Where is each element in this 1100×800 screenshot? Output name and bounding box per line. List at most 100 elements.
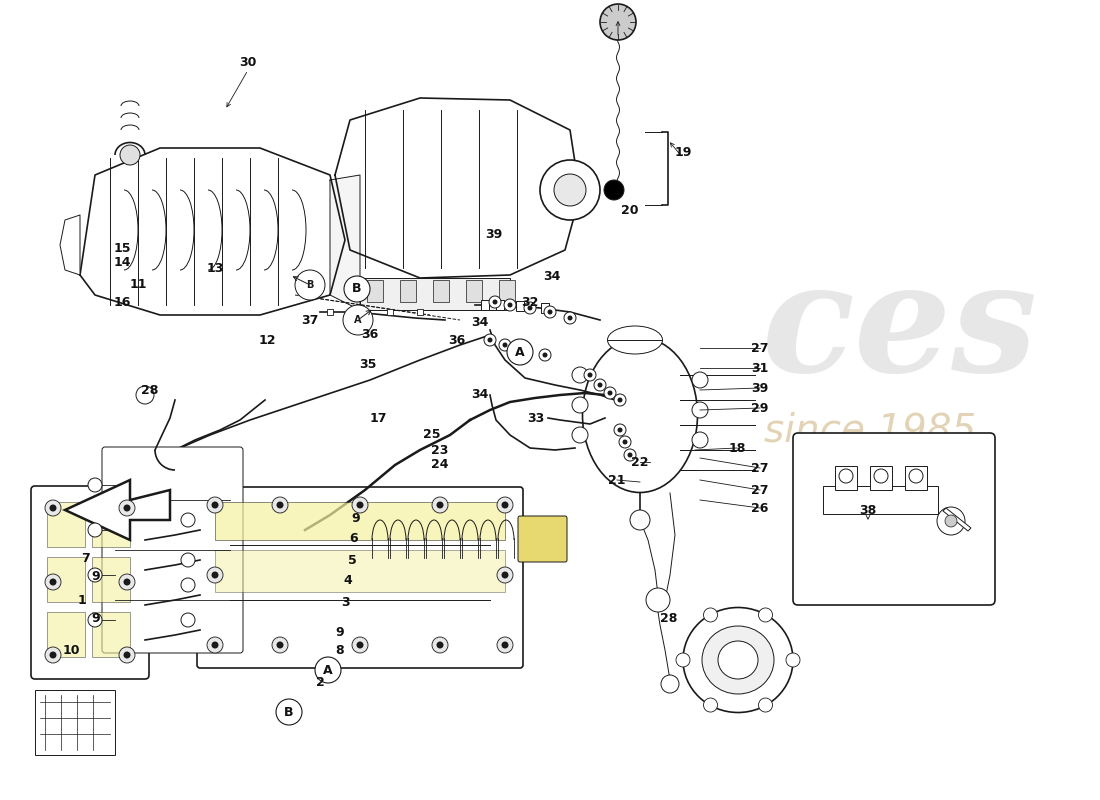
Bar	[870, 466, 892, 490]
Circle shape	[539, 349, 551, 361]
Bar	[541, 303, 549, 313]
Circle shape	[522, 347, 528, 353]
Text: 24: 24	[431, 458, 449, 471]
Text: A: A	[354, 315, 362, 325]
Circle shape	[619, 436, 631, 448]
Text: 34: 34	[543, 270, 561, 282]
Circle shape	[207, 567, 223, 583]
Circle shape	[276, 699, 303, 725]
Circle shape	[604, 387, 616, 399]
Circle shape	[839, 469, 853, 483]
Circle shape	[587, 373, 593, 378]
Text: 11: 11	[130, 278, 146, 290]
Text: A: A	[323, 663, 333, 677]
Circle shape	[123, 651, 131, 658]
Circle shape	[123, 578, 131, 586]
Circle shape	[343, 305, 373, 335]
Circle shape	[584, 369, 596, 381]
Bar	[835, 466, 857, 490]
Text: 39: 39	[485, 227, 503, 241]
Circle shape	[759, 698, 772, 712]
Text: 19: 19	[674, 146, 692, 159]
Polygon shape	[60, 215, 80, 275]
Circle shape	[614, 394, 626, 406]
Text: since 1985: since 1985	[763, 411, 976, 449]
Circle shape	[786, 653, 800, 667]
Circle shape	[497, 497, 513, 513]
Bar	[433, 280, 449, 302]
Circle shape	[704, 608, 717, 622]
Circle shape	[627, 453, 632, 458]
Text: 36: 36	[362, 329, 378, 342]
Circle shape	[646, 588, 670, 612]
Text: 33: 33	[527, 411, 544, 425]
Circle shape	[119, 647, 135, 663]
Circle shape	[544, 306, 556, 318]
Circle shape	[504, 299, 516, 311]
Bar	[417, 309, 424, 315]
Circle shape	[624, 449, 636, 461]
Bar	[481, 300, 490, 310]
FancyBboxPatch shape	[518, 516, 567, 562]
Circle shape	[207, 637, 223, 653]
FancyBboxPatch shape	[197, 487, 522, 668]
Circle shape	[119, 500, 135, 516]
Bar	[47, 502, 85, 547]
Text: 18: 18	[728, 442, 746, 454]
Bar	[214, 502, 505, 540]
Text: 3: 3	[341, 595, 350, 609]
Circle shape	[542, 353, 548, 358]
Bar	[905, 466, 927, 490]
Circle shape	[344, 276, 370, 302]
Circle shape	[120, 145, 140, 165]
Circle shape	[623, 439, 627, 445]
Circle shape	[617, 398, 623, 402]
Circle shape	[432, 637, 448, 653]
Circle shape	[211, 502, 219, 509]
Circle shape	[136, 386, 154, 404]
Bar	[35, 690, 116, 755]
Circle shape	[211, 642, 219, 649]
Text: 15: 15	[113, 242, 131, 255]
Circle shape	[352, 637, 368, 653]
Circle shape	[45, 500, 60, 516]
Circle shape	[88, 523, 102, 537]
Ellipse shape	[718, 641, 758, 679]
Circle shape	[497, 567, 513, 583]
Text: 27: 27	[751, 483, 769, 497]
Text: 9: 9	[91, 613, 100, 626]
Text: 14: 14	[113, 255, 131, 269]
Circle shape	[88, 568, 102, 582]
Circle shape	[564, 312, 576, 324]
Bar	[47, 557, 85, 602]
Circle shape	[617, 427, 623, 433]
Circle shape	[182, 613, 195, 627]
Circle shape	[692, 432, 708, 448]
Text: 10: 10	[63, 645, 79, 658]
Text: 12: 12	[258, 334, 276, 346]
Text: 9: 9	[336, 626, 344, 639]
Circle shape	[356, 642, 363, 649]
Bar	[92, 612, 130, 657]
Text: B: B	[352, 282, 362, 295]
Circle shape	[759, 608, 772, 622]
Circle shape	[600, 4, 636, 40]
Circle shape	[540, 160, 600, 220]
Circle shape	[507, 302, 513, 307]
Circle shape	[604, 180, 624, 200]
Circle shape	[594, 379, 606, 391]
Circle shape	[497, 637, 513, 653]
Text: 27: 27	[751, 462, 769, 474]
Circle shape	[528, 306, 532, 310]
Circle shape	[295, 270, 324, 300]
Circle shape	[568, 315, 572, 321]
Circle shape	[45, 647, 60, 663]
Text: 21: 21	[608, 474, 626, 486]
Circle shape	[692, 402, 708, 418]
Circle shape	[490, 296, 500, 308]
Circle shape	[487, 338, 493, 342]
Bar	[214, 550, 505, 592]
Text: 22: 22	[631, 455, 649, 469]
Circle shape	[182, 578, 195, 592]
Circle shape	[676, 653, 690, 667]
